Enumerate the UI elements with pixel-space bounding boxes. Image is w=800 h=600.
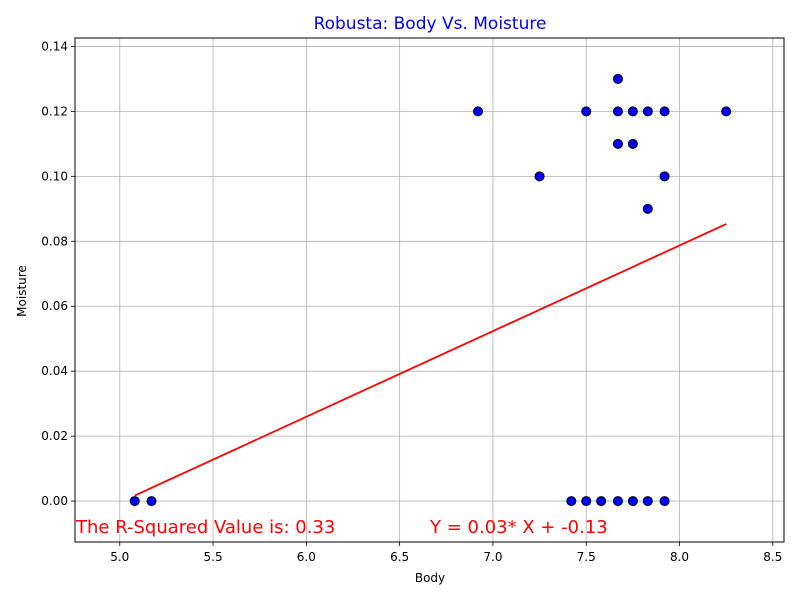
data-point — [612, 496, 623, 507]
y-tick-label: 0.12 — [41, 104, 68, 118]
data-point — [627, 106, 638, 117]
data-point — [581, 496, 592, 507]
x-tick-label: 5.5 — [204, 550, 223, 564]
y-axis-label: Moisture — [15, 265, 29, 317]
data-point — [596, 496, 607, 507]
regression-line-group — [134, 223, 727, 497]
data-point — [146, 496, 157, 507]
x-tick-label: 7.5 — [577, 550, 596, 564]
y-tick-label: 0.04 — [41, 364, 68, 378]
data-point — [534, 171, 545, 182]
r-squared-annotation: The R-Squared Value is: 0.33 — [75, 517, 335, 538]
data-points — [129, 73, 732, 507]
x-tick-label: 6.5 — [390, 550, 409, 564]
data-point — [612, 138, 623, 149]
x-tick-label: 8.0 — [670, 550, 689, 564]
x-tick-label: 6.0 — [297, 550, 316, 564]
data-point — [659, 171, 670, 182]
data-point — [721, 106, 732, 117]
chart-title: Robusta: Body Vs. Moisture — [314, 14, 547, 34]
y-tick-label: 0.06 — [41, 299, 68, 313]
grid-lines — [75, 38, 784, 542]
y-tick-label: 0.14 — [41, 39, 68, 53]
equation-annotation: Y = 0.03* X + -0.13 — [429, 517, 608, 538]
regression-line — [134, 223, 727, 497]
data-point — [612, 106, 623, 117]
x-axis-label: Body — [415, 571, 445, 585]
data-point — [659, 106, 670, 117]
y-axis-ticks: 0.00 0.02 0.04 0.06 0.08 0.10 0.12 0.14 — [41, 39, 75, 508]
plot-frame — [74, 37, 785, 543]
data-point — [566, 496, 577, 507]
data-point — [581, 106, 592, 117]
y-tick-label: 0.10 — [41, 169, 68, 183]
y-tick-label: 0.00 — [41, 494, 68, 508]
data-point — [659, 496, 670, 507]
data-point — [642, 203, 653, 214]
data-point — [642, 496, 653, 507]
y-tick-label: 0.08 — [41, 234, 68, 248]
x-tick-label: 5.0 — [110, 550, 129, 564]
x-tick-label: 7.0 — [483, 550, 502, 564]
data-point — [642, 106, 653, 117]
data-point — [627, 138, 638, 149]
x-tick-label: 8.5 — [763, 550, 782, 564]
data-point — [612, 73, 623, 84]
x-axis-ticks: 5.0 5.5 6.0 6.5 7.0 7.5 8.0 8.5 — [110, 542, 782, 564]
data-point — [473, 106, 484, 117]
data-point — [129, 496, 140, 507]
y-tick-label: 0.02 — [41, 429, 68, 443]
data-point — [627, 496, 638, 507]
